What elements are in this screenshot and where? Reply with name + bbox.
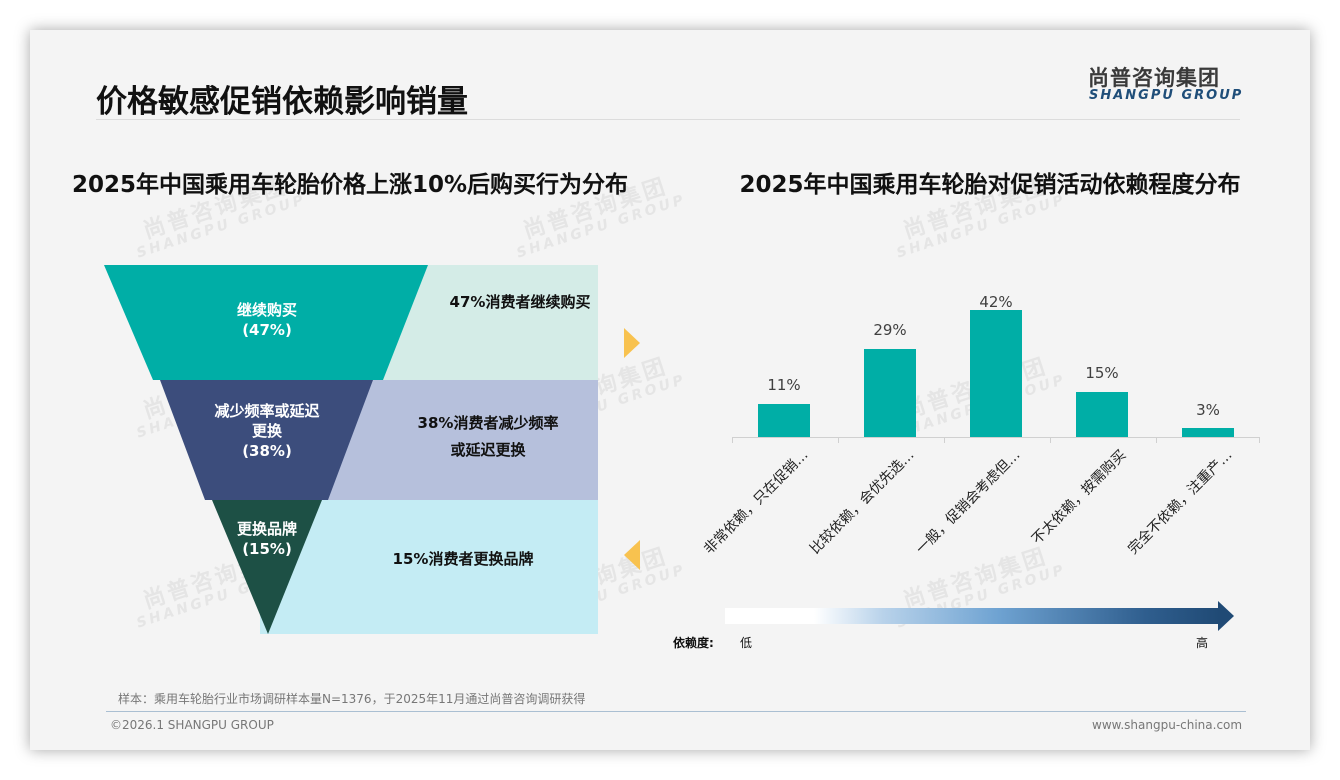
- slide: 尚普咨询集团 SHANGPU GROUP 尚普咨询集团 SHANGPU GROUP …: [30, 30, 1310, 750]
- bar-3: [970, 310, 1022, 437]
- logo-chinese: 尚普咨询集团: [1088, 66, 1220, 90]
- funnel-segment-2: [160, 380, 373, 500]
- x-label-3: 一般，促销会考虑但…: [913, 447, 1024, 558]
- funnel-chart: [104, 265, 598, 634]
- bar-chart-title: 2025年中国乘用车轮胎对促销活动依赖程度分布: [739, 172, 1241, 198]
- x-label-4: 不太依赖，按需购买: [1029, 447, 1130, 548]
- website-link[interactable]: www.shangpu-china.com: [1092, 718, 1243, 732]
- funnel-desc-2: 38%消费者减少频率 或延迟更换: [417, 414, 559, 459]
- triangle-left-icon: [624, 540, 640, 570]
- title-divider: [96, 119, 1240, 120]
- funnel-label-2: 减少频率或延迟 更换 (38%): [214, 402, 320, 460]
- bar-value-5: 3%: [1196, 401, 1220, 419]
- low-label: 低: [740, 636, 753, 650]
- footer-divider: [106, 711, 1246, 712]
- bar-1: [758, 404, 810, 437]
- bar-value-2: 29%: [873, 321, 907, 339]
- bar-5: [1182, 428, 1234, 437]
- x-axis: [732, 437, 1260, 438]
- arrow-right-icon: [1218, 601, 1234, 631]
- bar-value-1: 11%: [767, 376, 801, 394]
- dependency-label: 依赖度:: [673, 636, 714, 650]
- x-label-2: 比较依赖，会优先选…: [807, 447, 918, 558]
- triangle-right-icon: [624, 328, 640, 358]
- bar-chart: 11% 29% 42% 15% 3% 非常依赖，只在促销… 比较依赖，会优先选……: [701, 280, 1260, 580]
- x-label-1: 非常依赖，只在促销…: [701, 447, 812, 558]
- copyright: ©2026.1 SHANGPU GROUP: [110, 718, 274, 732]
- dependency-gradient-bar: [725, 608, 1220, 624]
- bar-4: [1076, 392, 1128, 437]
- funnel-desc-3: 15%消费者更换品牌: [392, 550, 534, 568]
- funnel-segment-1: [104, 265, 428, 380]
- high-label: 高: [1196, 636, 1209, 650]
- bar-value-4: 15%: [1085, 364, 1119, 382]
- sample-note: 样本：乘用车轮胎行业市场调研样本量N=1376，于2025年11月通过尚普咨询调…: [118, 692, 586, 706]
- x-label-5: 完全不依赖，注重产…: [1125, 447, 1236, 558]
- funnel-segment-3: [212, 500, 322, 634]
- funnel-label-1: 继续购买 (47%): [236, 301, 297, 339]
- funnel-label-3: 更换品牌 (15%): [236, 520, 297, 558]
- funnel-chart-title: 2025年中国乘用车轮胎价格上涨10%后购买行为分布: [71, 172, 629, 198]
- bar-2: [864, 349, 916, 437]
- page-title: 价格敏感促销依赖影响销量: [96, 84, 468, 120]
- funnel-desc-1: 47%消费者继续购买: [449, 293, 591, 311]
- logo-english: SHANGPU GROUP: [1089, 88, 1244, 103]
- bar-value-3: 42%: [979, 293, 1013, 311]
- funnel-band-3: [260, 500, 598, 634]
